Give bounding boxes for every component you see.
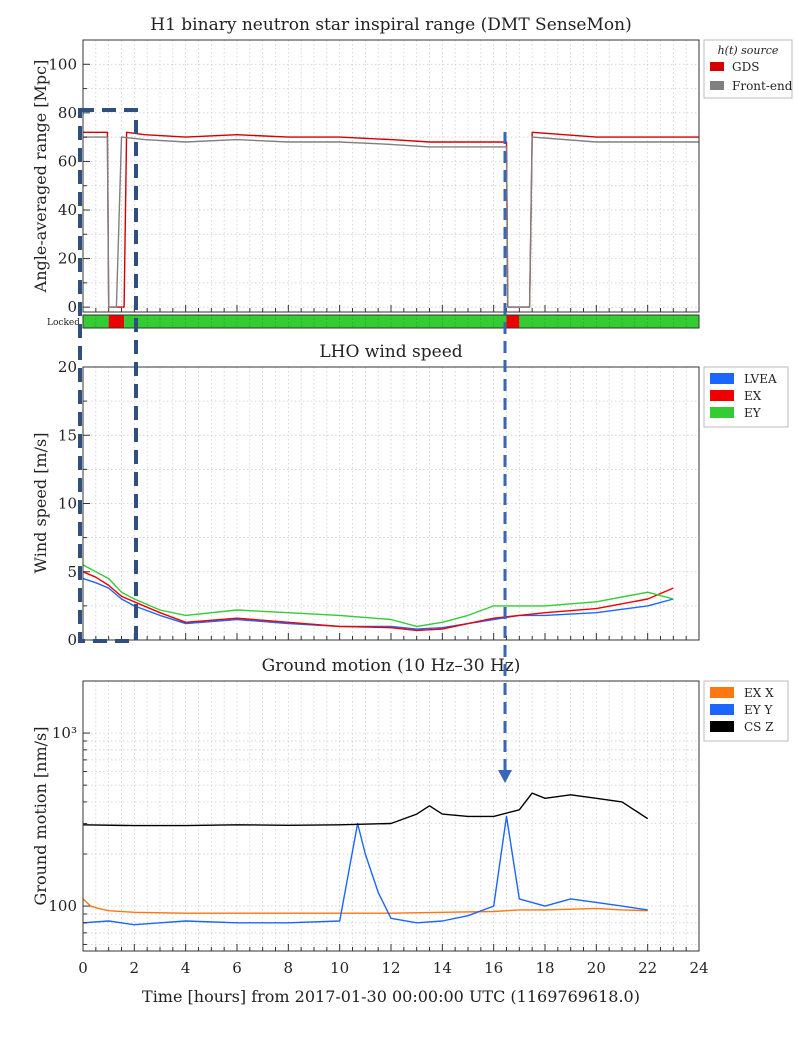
x-tick-label: 8 [284,959,294,977]
y-tick-label: 10³ [52,724,77,742]
series-line-ex [82,571,674,632]
wind-ylabel: Wind speed [m/s] [31,433,50,574]
locked-segment-locked [124,315,507,328]
ground-legend: EX X EY Y CS Z [703,680,789,742]
legend-label-lvea: LVEA [744,372,777,386]
legend-label-ex-x: EX X [744,686,774,700]
y-tick-label: 0 [67,631,77,649]
locked-segment-locked [519,315,699,328]
ground-series [82,792,649,926]
y-tick-label: 100 [48,55,77,73]
y-tick-label: 0 [67,298,77,316]
legend-swatch-ex-x [710,687,734,698]
locked-segment-unlocked [506,315,520,328]
series-line-ey-y [82,815,648,926]
ground-x-ticks: 0 2 4 6 8 10 12 14 16 18 20 22 24 [78,944,709,977]
ground-ylabel: Ground motion [nm/s] [31,727,50,906]
legend-swatch-cs-z [710,721,734,732]
dashed-highlight-box [78,108,138,643]
ground-xlabel: Time [hours] from 2017-01-30 00:00:00 UT… [142,987,640,1006]
range-grid [83,40,699,312]
y-tick-label: 10 [58,495,77,513]
wind-grid [83,367,699,640]
legend-swatch-ex [710,390,734,401]
x-tick-label: 22 [638,959,657,977]
legend-label-ey-y: EY Y [744,703,773,717]
locked-label: Locked [47,318,80,328]
ground-grid [83,680,699,951]
range-y-ticks: 0 20 40 60 80 100 [48,39,90,316]
range-panel: H1 binary neutron star inspiral range (D… [31,15,793,329]
legend-swatch-ey [710,407,734,418]
locked-bar: Locked [47,314,700,329]
range-x-ticks [82,305,700,312]
series-line-front-end [83,136,699,308]
y-tick-label: 5 [67,563,77,581]
series-line-ex-x [82,898,648,914]
y-tick-label: 15 [58,426,77,444]
locked-bar-frame [82,314,700,329]
series-line-ey [82,564,674,628]
wind-panel: LHO wind speed 0 5 10 15 20 Wind speed [m/s]… [31,342,789,649]
wind-legend: LVEA EX EY [703,366,789,428]
legend-label-ey: EY [744,406,762,420]
x-tick-label: 14 [433,959,452,977]
legend-label-cs-z: CS Z [744,720,774,734]
ground-title: Ground motion (10 Hz–30 Hz) [262,656,521,676]
x-tick-label: 12 [381,959,400,977]
legend-swatch-lvea [710,373,734,384]
locked-segments [83,315,699,328]
series-line-cs-z [82,792,649,827]
y-tick-label: 20 [58,250,77,268]
arrow-head-icon [498,770,512,783]
x-tick-label: 6 [232,959,242,977]
legend-swatch-front-end [710,81,724,90]
wind-title: LHO wind speed [319,342,462,362]
range-legend-title: h(t) source [718,44,779,57]
legend-swatch-gds [710,62,724,71]
range-ylabel: Angle-averaged range [Mpc] [31,60,50,294]
x-tick-label: 24 [689,959,708,977]
x-tick-label: 16 [484,959,503,977]
legend-label-ex: EX [744,389,762,403]
y-tick-label: 100 [48,897,77,915]
legend-label-gds: GDS [732,60,759,74]
x-tick-label: 2 [130,959,140,977]
wind-x-ticks [82,633,700,640]
y-tick-label: 40 [58,201,77,219]
y-tick-label: 20 [58,358,77,376]
y-tick-label: 60 [58,152,77,170]
x-tick-label: 20 [587,959,606,977]
wind-series [82,564,674,632]
legend-label-front-end: Front-end [732,79,793,93]
legend-swatch-ey-y [710,704,734,715]
x-tick-label: 0 [78,959,88,977]
annotations [78,108,512,783]
x-tick-label: 4 [181,959,191,977]
range-title: H1 binary neutron star inspiral range (D… [150,15,631,35]
ground-y-ticks: 100 10³ [48,680,90,945]
wind-y-ticks: 0 5 10 15 20 [58,358,90,649]
y-tick-label: 80 [58,104,77,122]
range-legend: h(t) source GDS Front-end [703,39,793,99]
range-series [83,131,699,308]
x-tick-label: 18 [535,959,554,977]
locked-segment-unlocked [108,315,125,328]
x-tick-label: 10 [330,959,349,977]
locked-segment-locked [83,315,109,328]
